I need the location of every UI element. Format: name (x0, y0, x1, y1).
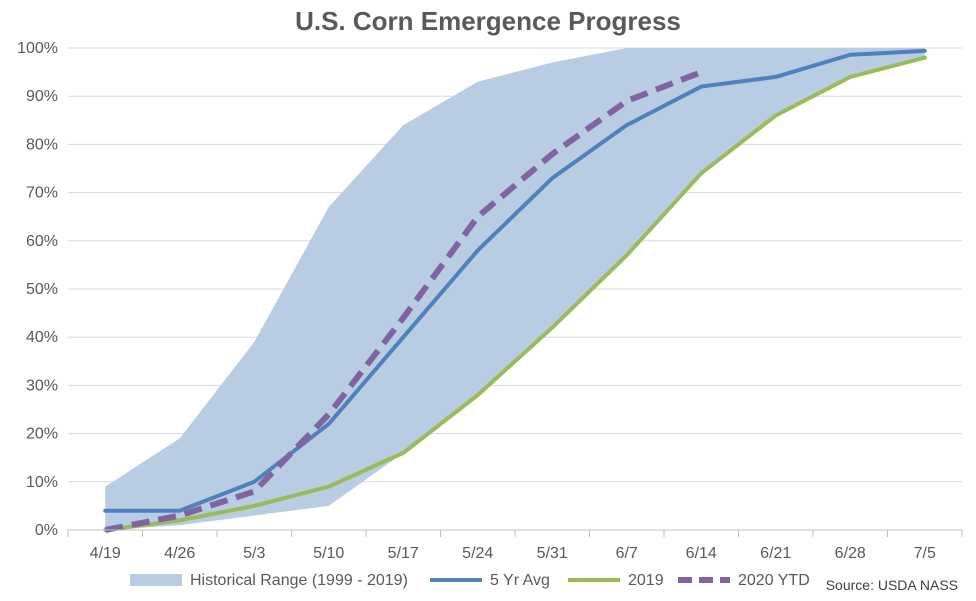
y-tick-label: 70% (26, 185, 58, 202)
x-tick-label: 4/19 (90, 545, 121, 562)
y-tick-label: 90% (26, 88, 58, 105)
axis-layer: 0% 10% 20% 30% 40% 50% 60% 70% 80% 90% 100% 4/19 4/2… (17, 40, 963, 562)
y-tick-label: 60% (26, 233, 58, 250)
x-tick-label: 5/3 (243, 545, 265, 562)
y-tick-label: 0% (35, 522, 58, 539)
x-tick-label: 7/5 (914, 545, 936, 562)
y-tick-label: 80% (26, 136, 58, 153)
y-tick-label: 10% (26, 474, 58, 491)
x-tick-label: 5/10 (313, 545, 344, 562)
x-tick-label: 4/26 (164, 545, 195, 562)
legend-label-2019: 2019 (628, 572, 664, 589)
legend-label-range: Historical Range (1999 - 2019) (190, 572, 408, 589)
range-layer (105, 48, 925, 530)
legend-swatch-range (130, 574, 182, 586)
y-tick-label: 40% (26, 329, 58, 346)
x-tick-label: 6/7 (616, 545, 638, 562)
y-tick-label: 50% (26, 281, 58, 298)
y-tick-label: 100% (17, 40, 58, 57)
legend-label-5-yr-avg: 5 Yr Avg (490, 572, 550, 589)
x-tick-label: 5/31 (537, 545, 568, 562)
y-tick-label: 30% (26, 377, 58, 394)
series-line-5-yr-avg (103, 48, 927, 513)
x-tick-label: 6/21 (760, 545, 791, 562)
y-tick-label: 20% (26, 426, 58, 443)
x-tick-label: 6/14 (686, 545, 717, 562)
series-line-2019 (103, 55, 927, 532)
x-tick-label: 6/28 (835, 545, 866, 562)
chart-title: U.S. Corn Emergence Progress (295, 6, 681, 36)
historical-range-area (105, 48, 925, 530)
series-layer (103, 48, 927, 533)
legend-label-2020-ytd: 2020 YTD (738, 572, 810, 589)
series-line-2020-ytd (104, 69, 703, 533)
x-tick-label: 5/24 (462, 545, 493, 562)
source-label: Source: USDA NASS (826, 577, 958, 593)
x-tick-label: 5/17 (388, 545, 419, 562)
legend: Historical Range (1999 - 2019) 5 Yr Avg 20… (130, 572, 810, 589)
